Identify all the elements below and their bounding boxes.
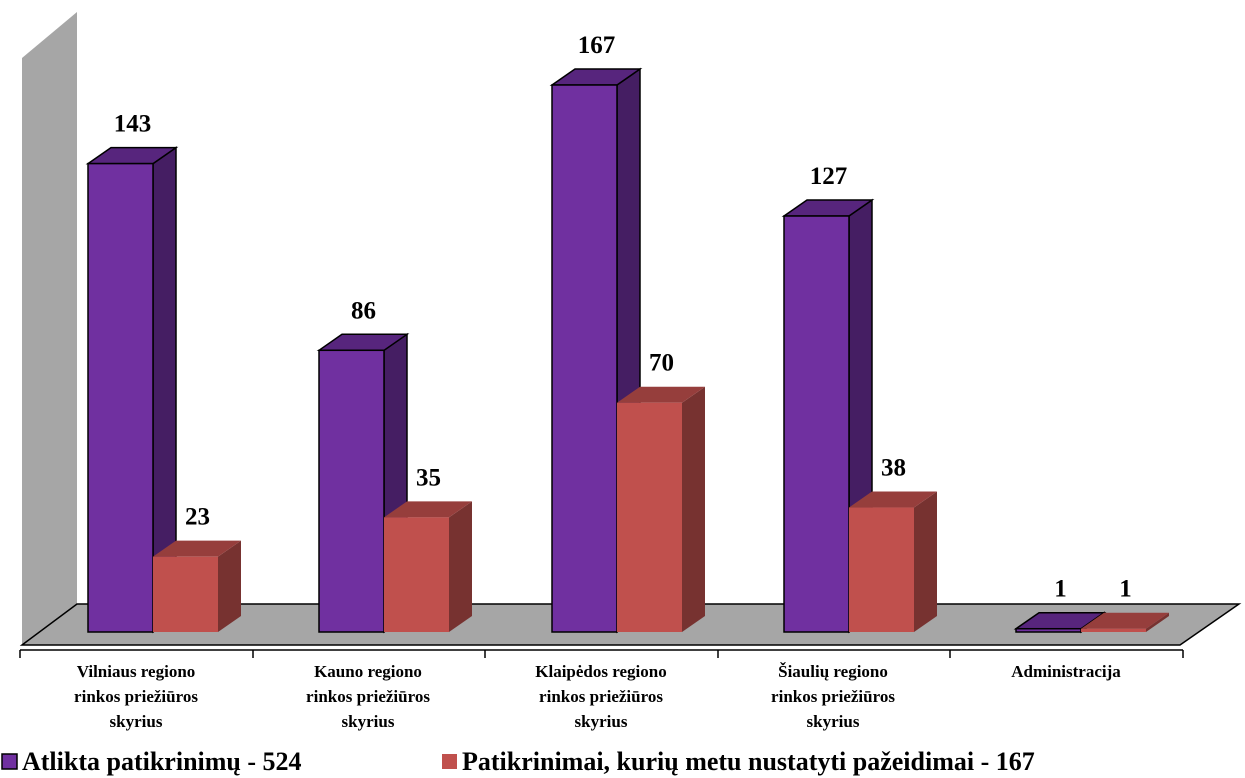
bar-side-face — [914, 491, 937, 632]
bar-violations-1 — [384, 501, 472, 632]
bar-front-face — [318, 349, 385, 633]
bar-front-face — [1081, 628, 1146, 632]
tick-label: Šiaulių regiono — [778, 662, 888, 681]
legend-label: Patikrinimai, kurių metu nustatyti pažei… — [462, 747, 1035, 776]
legend-item-0: Atlikta patikrinimų - 524 — [1, 747, 302, 776]
bar-violations-2 — [617, 386, 705, 632]
bar-front-face — [153, 556, 218, 632]
side-wall — [22, 12, 77, 645]
tick-label: Kauno regiono — [314, 662, 422, 681]
bar-violations-4 — [1081, 612, 1169, 632]
bar-side-face — [218, 540, 241, 632]
tick-label: skyrius — [807, 712, 860, 731]
bar-front-face — [1015, 627, 1082, 633]
legend-label: Atlikta patikrinimų - 524 — [22, 747, 302, 776]
value-labels: 143 86 167 127 1 23 35 70 38 1 — [114, 32, 1132, 603]
tick-label: rinkos priežiūros — [74, 687, 198, 706]
bar-front-face — [849, 507, 914, 632]
bar-side-face — [1146, 612, 1169, 632]
tick-label: skyrius — [342, 712, 395, 731]
tick-label: Vilniaus regiono — [77, 662, 196, 681]
tick-label: rinkos priežiūros — [539, 687, 663, 706]
category-axis: Vilniaus regiono rinkos priežiūros skyrius… — [19, 649, 1184, 731]
tick-label: Administracija — [1011, 662, 1121, 681]
legend: Atlikta patikrinimų - 524 Patikrinimai, k… — [1, 747, 1035, 776]
data-label: 38 — [881, 455, 906, 482]
tick-label: skyrius — [575, 712, 628, 731]
legend-swatch — [1, 753, 18, 770]
data-label: 167 — [578, 32, 616, 59]
bar-top-face — [849, 491, 937, 508]
tick-label: rinkos priežiūros — [306, 687, 430, 706]
bar-front-face — [551, 84, 618, 633]
tick-label: Klaipėdos regiono — [535, 662, 666, 681]
bar-top-face — [384, 501, 472, 518]
bar-violations-0 — [153, 540, 241, 632]
legend-swatch — [442, 754, 457, 769]
data-label: 86 — [351, 297, 376, 324]
bar-checks-0 — [85, 146, 179, 634]
legend-item-1: Patikrinimai, kurių metu nustatyti pažei… — [442, 747, 1035, 776]
data-label: 143 — [114, 111, 152, 138]
bar-top-face — [153, 540, 241, 557]
tick-label: skyrius — [110, 712, 163, 731]
bar-side-face — [449, 501, 472, 632]
bar-top-face — [617, 386, 705, 403]
tick-label: rinkos priežiūros — [771, 687, 895, 706]
data-label: 35 — [416, 464, 441, 491]
bar-side-face — [682, 386, 705, 632]
chart-bars — [85, 67, 1169, 634]
data-label: 127 — [810, 163, 848, 190]
data-label: 1 — [1119, 576, 1132, 603]
bar-front-face — [617, 402, 682, 632]
bar-front-face — [783, 215, 850, 633]
bar-front-face — [87, 162, 154, 633]
bar-front-face — [384, 517, 449, 632]
data-label: 23 — [185, 504, 210, 531]
data-label: 70 — [649, 350, 674, 377]
bar-violations-3 — [849, 491, 937, 632]
bar-top-face — [1081, 612, 1169, 629]
data-label: 1 — [1054, 576, 1067, 603]
